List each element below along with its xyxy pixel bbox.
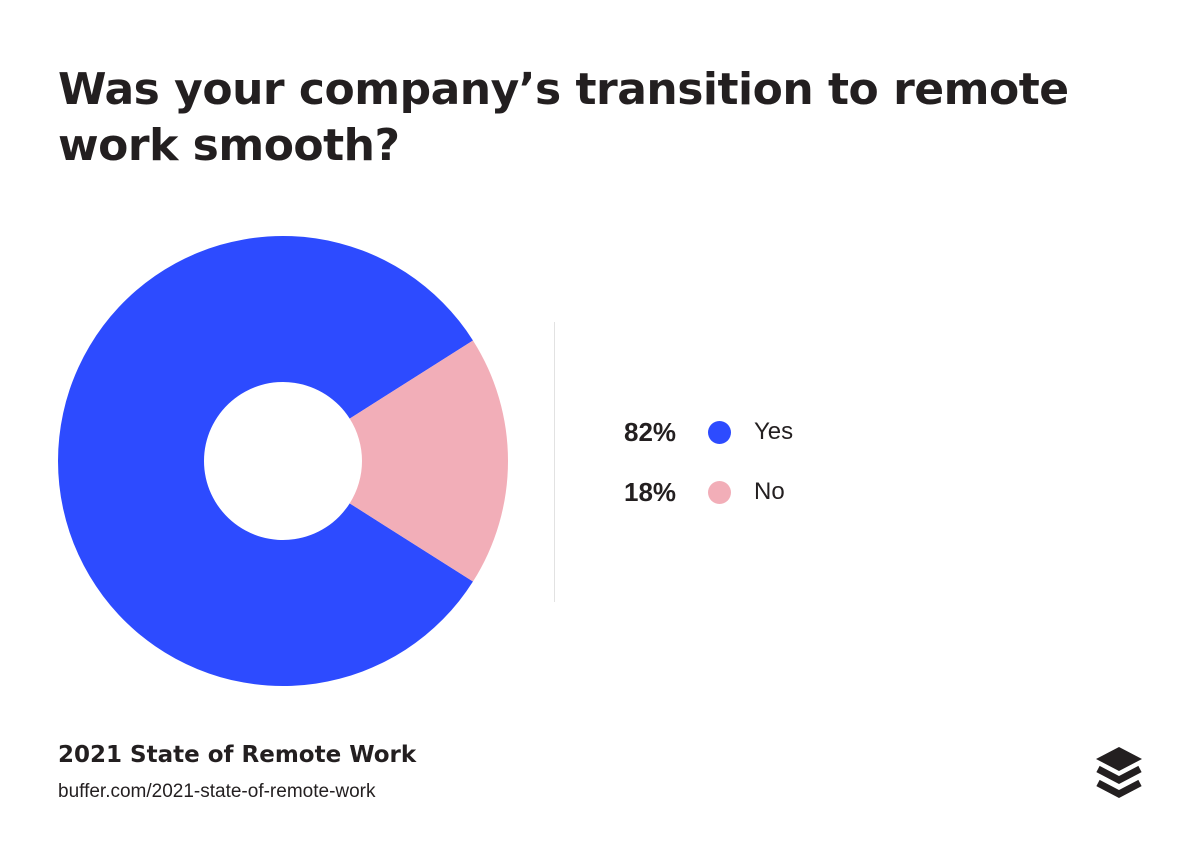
footer-title: 2021 State of Remote Work [58, 742, 417, 768]
legend-value: 18% [624, 476, 677, 507]
legend-item-no: 18% No [624, 474, 793, 510]
slice-no [349, 340, 509, 582]
legend-value: 82% [624, 416, 677, 447]
legend-label: Yes [754, 418, 794, 445]
legend: 82% Yes 18% No [624, 414, 793, 534]
legend-swatch [708, 420, 731, 444]
legend-item-yes: 82% Yes [624, 414, 793, 450]
legend-swatch [708, 480, 731, 504]
legend-label: No [754, 478, 785, 505]
chart-title: Was your company’s transition to remote … [58, 64, 1069, 171]
divider [554, 322, 555, 602]
footer-url[interactable]: buffer.com/2021-state-of-remote-work [58, 781, 376, 802]
buffer-logo-icon [1096, 747, 1142, 798]
slice-yes [58, 236, 473, 686]
